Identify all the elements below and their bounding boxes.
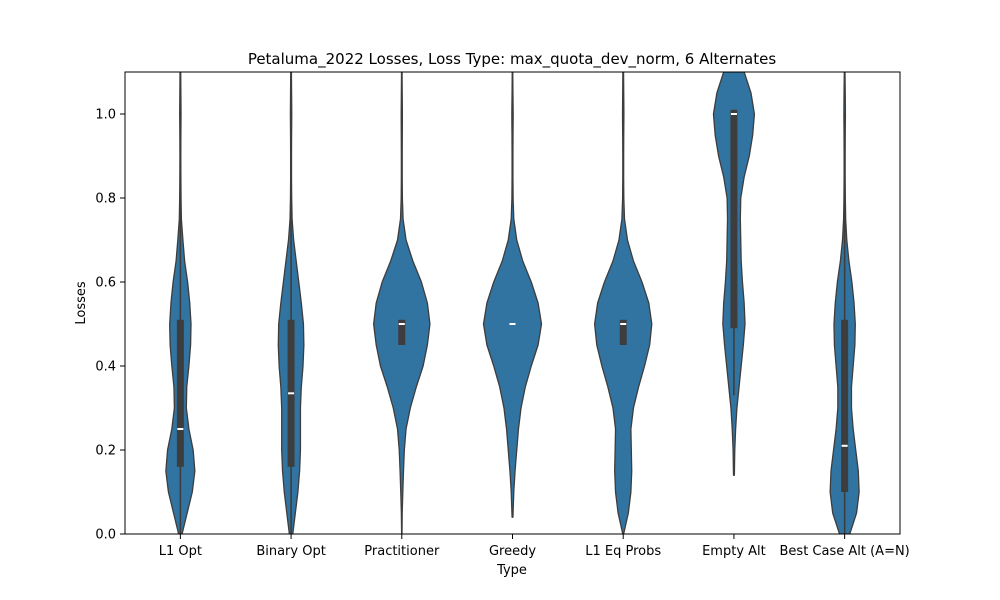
chart-title: Petaluma_2022 Losses, Loss Type: max_quo… — [248, 50, 777, 69]
violin-body — [482, 72, 543, 518]
x-axis-label: Type — [496, 563, 527, 578]
y-axis-label: Losses — [74, 281, 89, 325]
violin-iqr-box — [730, 109, 738, 329]
x-tick-label: L1 Eq Probs — [585, 544, 661, 559]
x-tick-label: Best Case Alt (A=N) — [780, 544, 910, 559]
violin-iqr-box — [176, 319, 184, 467]
x-tick-label: Empty Alt — [702, 544, 766, 559]
y-tick-label: 0.2 — [95, 444, 116, 459]
y-axis: 0.0 0.2 0.4 0.6 0.8 1.0 — [95, 108, 125, 543]
y-tick-label: 0.0 — [95, 528, 116, 543]
y-tick-label: 0.8 — [95, 192, 116, 207]
violin-body — [593, 72, 653, 534]
y-tick-label: 0.6 — [95, 276, 116, 291]
x-tick-label: L1 Opt — [159, 544, 202, 559]
y-tick-label: 1.0 — [95, 108, 116, 123]
violin-layer — [165, 72, 860, 534]
violin-body — [372, 72, 431, 534]
x-tick-label: Practitioner — [364, 544, 440, 559]
violin-iqr-box — [619, 319, 627, 345]
x-axis: L1 Opt Binary Opt Practitioner Greedy L1 Eq … — [159, 534, 910, 559]
violin-iqr-box — [841, 319, 849, 492]
box-layer — [176, 109, 849, 534]
x-tick-label: Greedy — [489, 544, 536, 559]
x-tick-label: Binary Opt — [256, 544, 326, 559]
y-tick-label: 0.4 — [95, 360, 116, 375]
violin-iqr-box — [398, 319, 406, 345]
